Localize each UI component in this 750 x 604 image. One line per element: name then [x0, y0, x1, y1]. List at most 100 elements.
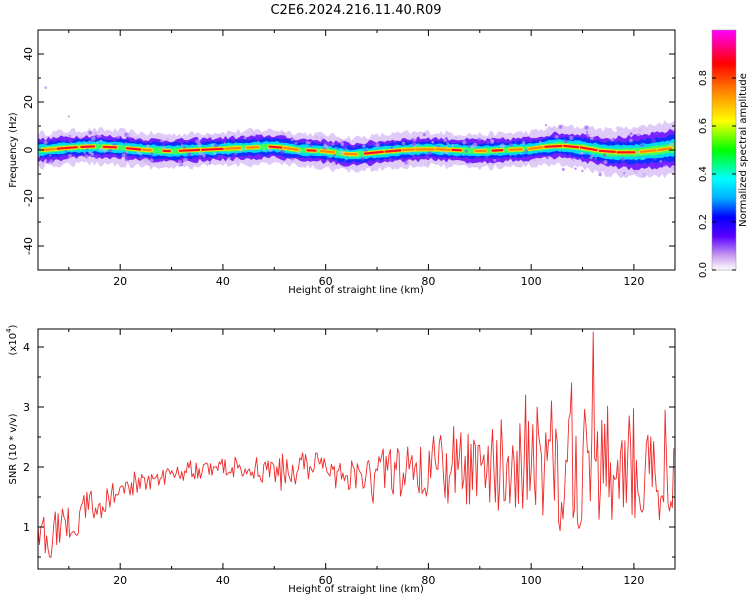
spectrogram-speckle — [343, 146, 348, 151]
spectrogram-speckle — [162, 146, 165, 149]
snr-y-tick-label-1: 1 — [23, 521, 30, 534]
spectrogram-speckle — [362, 144, 366, 148]
spectrogram-speckle — [124, 136, 126, 138]
spectrogram-speckle — [117, 135, 120, 138]
spectrogram-speckle — [97, 134, 100, 137]
spectrogram-speckle — [183, 158, 188, 163]
spectrogram-speckle — [595, 158, 597, 160]
spectrogram-speckle — [159, 161, 162, 164]
colorbar: 0.00.20.40.60.8 Normalized spectral ampl… — [698, 30, 749, 278]
spectrogram-speckle — [654, 158, 656, 160]
snr-line-group — [38, 332, 674, 558]
snr-frame — [38, 329, 675, 569]
spectrogram-ridge-red — [345, 154, 357, 155]
spectrogram-speckle — [198, 143, 202, 147]
spectrogram-speckle — [427, 161, 430, 164]
spectrogram-ridge-red — [510, 149, 522, 150]
spectrogram-speckle — [660, 160, 663, 163]
spectrogram-speckle — [581, 170, 583, 172]
spectrogram-speckle — [125, 156, 128, 159]
spectrogram-speckle — [390, 147, 393, 150]
spectrogram-speckle — [585, 125, 589, 129]
spectrogram-speckle — [68, 154, 72, 158]
spectrogram-speckle — [585, 131, 587, 133]
spectrogram-speckle — [468, 145, 471, 148]
snr-x-tick-label-120: 120 — [623, 574, 644, 587]
spectrogram-speckle — [630, 132, 633, 135]
spectrogram-ridge-red — [104, 147, 116, 148]
spectrogram-speckle — [402, 142, 405, 145]
spectrogram-ridge-red — [225, 148, 240, 149]
spectrogram-speckle — [144, 158, 149, 163]
spectrogram-speckle — [604, 160, 608, 164]
spectrogram-speckle — [235, 157, 239, 161]
spectrogram-speckle — [486, 141, 490, 145]
spectrogram-speckle — [252, 133, 256, 137]
spectrogram-speckle — [344, 160, 346, 162]
svg-text:(x104): (x104) — [5, 324, 19, 355]
spectrogram-speckle — [91, 153, 95, 157]
spectrogram-speckle — [281, 141, 283, 143]
spectrogram-speckle — [327, 157, 329, 159]
spectrogram-speckle — [603, 154, 606, 157]
spectrogram-speckle — [326, 160, 329, 163]
spectrogram-speckle — [166, 138, 169, 141]
spectrogram-speckle — [372, 142, 376, 146]
spectrogram-speckle — [462, 140, 466, 144]
spectrogram-speckle — [217, 155, 220, 158]
spectrogram-ridge-red — [81, 146, 94, 147]
spectrogram-speckle — [412, 154, 415, 157]
spectrogram-speckle — [546, 156, 549, 159]
spectrogram-y-tick-label--20: -20 — [22, 189, 35, 207]
spectrogram-speckle — [643, 157, 645, 159]
spectrogram-speckle — [100, 136, 102, 138]
spectrogram-speckle — [85, 155, 88, 158]
spectrogram-speckle — [638, 128, 642, 132]
spectrogram-speckle — [569, 136, 573, 140]
spectrogram-speckle — [280, 149, 285, 154]
spectrogram-speckle — [309, 144, 312, 147]
spectrogram-speckle — [139, 156, 143, 160]
spectrogram-x-tick-label-40: 40 — [216, 275, 230, 288]
spectrogram-speckle — [395, 144, 397, 146]
spectrogram-speckle — [162, 143, 165, 146]
spectrogram-speckle — [412, 137, 416, 141]
spectrogram-speckle — [324, 142, 326, 144]
colorbar-tick-label-3: 0.6 — [698, 118, 709, 134]
spectrogram-speckle — [135, 136, 138, 139]
spectrogram-ridge-red — [321, 151, 334, 152]
spectrogram-ridge-red — [127, 148, 141, 149]
spectrogram-y-tick-label--40: -40 — [22, 237, 35, 255]
spectrogram-speckle — [571, 158, 575, 162]
spectrogram-speckle — [320, 136, 324, 140]
spectrogram-speckle — [473, 143, 478, 148]
spectrogram-speckle — [160, 139, 163, 142]
spectrogram-speckle — [465, 150, 468, 153]
spectrogram-ridge-red — [58, 147, 77, 149]
spectrogram-speckle — [610, 137, 614, 141]
spectrogram-speckle — [463, 154, 465, 156]
spectrogram-speckle — [127, 133, 131, 137]
spectrogram-y-tick-label-0: 0 — [22, 147, 35, 154]
spectrogram-speckle — [234, 153, 238, 157]
spectrogram-speckle — [361, 157, 365, 161]
spectrogram-speckle — [440, 136, 442, 138]
spectrogram-speckle — [290, 158, 294, 162]
spectrogram-speckle — [632, 127, 637, 132]
spectrogram-speckle — [667, 163, 670, 166]
spectrogram-speckle — [181, 163, 183, 165]
spectrogram-speckle — [539, 141, 542, 144]
spectrogram-x-label: Height of straight line (km) — [288, 285, 424, 296]
spectrogram-speckle — [89, 151, 92, 154]
spectrogram-speckle — [213, 152, 216, 155]
spectrogram-ridge-red — [386, 150, 402, 152]
spectrogram-speckle — [428, 151, 431, 154]
spectrogram-speckle — [629, 139, 633, 143]
spectrogram-speckle — [589, 156, 592, 159]
spectrogram-speckle — [599, 173, 602, 176]
spectrogram-speckle — [640, 144, 644, 148]
